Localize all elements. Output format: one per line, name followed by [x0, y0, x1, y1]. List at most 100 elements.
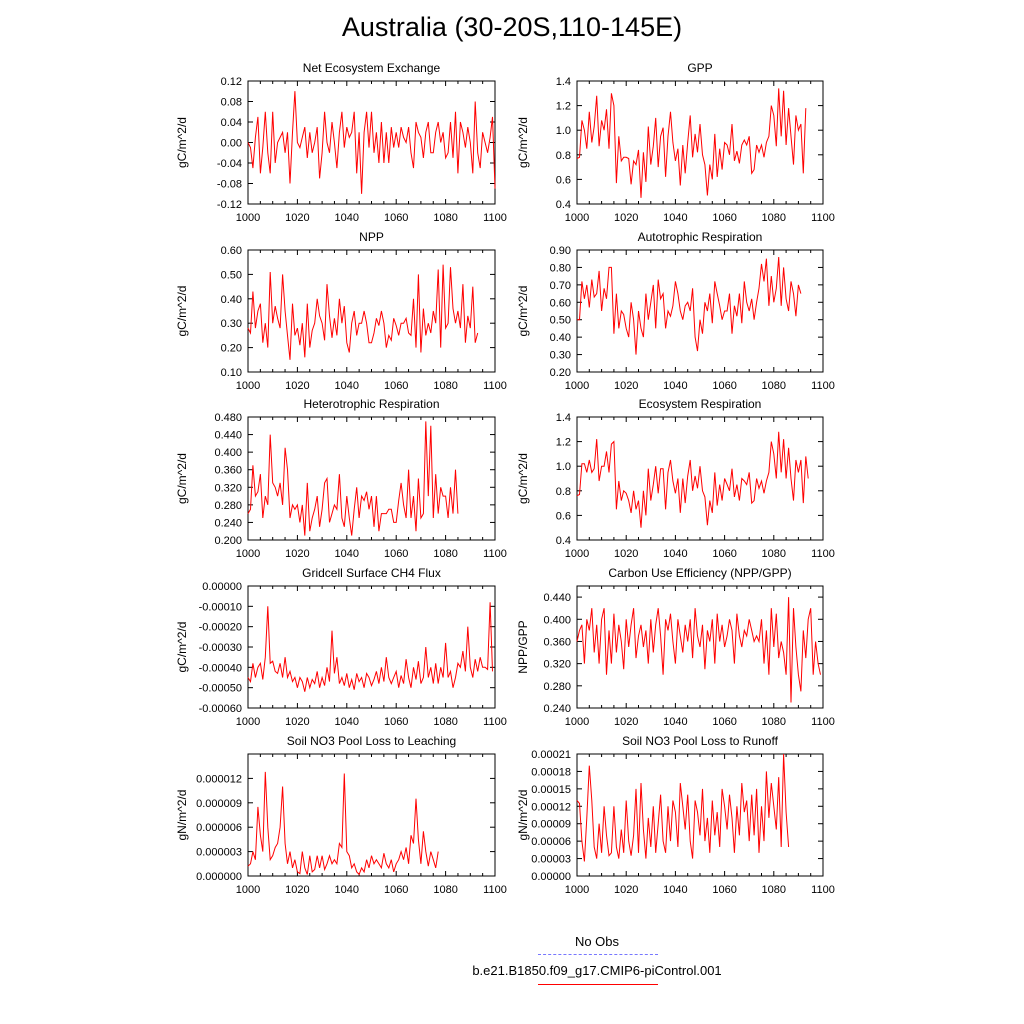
x-tick-label: 1100 [811, 212, 835, 224]
y-axis-label: gC/m^2/d [175, 453, 189, 504]
x-tick-label: 1020 [614, 212, 638, 224]
y-axis-label: gC/m^2/d [516, 286, 530, 337]
plot-frame [576, 249, 824, 373]
y-tick-label: 0.280 [214, 500, 242, 512]
x-tick-label: 1000 [236, 716, 260, 728]
y-tick-label: 0.00 [221, 138, 242, 150]
y-tick-label: 0.60 [221, 245, 242, 257]
y-tick-label: 0.000000 [196, 871, 242, 883]
x-tick-label: 1020 [614, 884, 638, 896]
series-line [576, 753, 790, 862]
y-tick-label: 0.400 [214, 447, 242, 459]
chart-title: Autotrophic Respiration [638, 230, 763, 244]
x-tick-label: 1100 [483, 380, 507, 392]
x-tick-label: 1020 [285, 884, 309, 896]
x-tick-label: 1060 [712, 212, 736, 224]
y-axis-label: gC/m^2/d [516, 453, 530, 504]
x-tick-label: 1080 [433, 716, 457, 728]
y-tick-label: -0.00010 [199, 601, 242, 613]
y-tick-label: -0.00040 [199, 662, 242, 674]
y-tick-label: 0.08 [221, 97, 242, 109]
y-tick-label: 0.40 [221, 294, 242, 306]
x-tick-label: 1080 [433, 380, 457, 392]
x-tick-label: 1080 [433, 548, 457, 560]
x-tick-label: 1040 [663, 716, 687, 728]
y-tick-label: 0.280 [543, 681, 571, 693]
legend-line-model [538, 984, 658, 985]
y-axis-label: gN/m^2/d [516, 790, 530, 841]
y-tick-label: 0.00015 [531, 784, 571, 796]
x-tick-label: 1100 [811, 548, 835, 560]
y-axis-label: NPP/GPP [516, 620, 530, 673]
y-tick-label: 0.70 [550, 280, 571, 292]
chart-title: Soil NO3 Pool Loss to Leaching [287, 734, 456, 748]
x-tick-label: 1040 [335, 212, 359, 224]
y-tick-label: 0.240 [214, 517, 242, 529]
y-tick-label: 0.8 [556, 150, 571, 162]
y-tick-label: 0.50 [550, 315, 571, 327]
series-line [576, 88, 807, 198]
y-tick-label: 1.2 [556, 101, 571, 113]
x-tick-label: 1080 [762, 212, 786, 224]
y-tick-label: 0.00006 [531, 836, 571, 848]
plot-frame [247, 80, 496, 205]
y-tick-label: 0.8 [556, 486, 571, 498]
y-tick-label: 0.440 [214, 430, 242, 442]
series-line [576, 597, 821, 703]
x-tick-label: 1080 [433, 884, 457, 896]
x-tick-label: 1000 [236, 212, 260, 224]
y-tick-label: 1.0 [556, 125, 571, 137]
x-tick-label: 1040 [335, 380, 359, 392]
y-tick-label: 0.50 [221, 269, 242, 281]
series-line [247, 602, 493, 692]
x-tick-label: 1060 [384, 716, 408, 728]
y-tick-label: 0.360 [214, 465, 242, 477]
x-tick-label: 1060 [712, 716, 736, 728]
x-tick-label: 1060 [712, 380, 736, 392]
x-tick-label: 1080 [762, 380, 786, 392]
x-tick-label: 1000 [236, 884, 260, 896]
y-tick-label: 0.12 [221, 76, 242, 88]
x-tick-label: 1020 [285, 548, 309, 560]
x-tick-label: 1040 [663, 380, 687, 392]
x-tick-label: 1000 [236, 380, 260, 392]
y-tick-label: 1.2 [556, 437, 571, 449]
x-tick-label: 1060 [384, 380, 408, 392]
legend-line-obs [538, 954, 658, 955]
x-tick-label: 1060 [712, 548, 736, 560]
y-tick-label: 0.360 [543, 636, 571, 648]
y-tick-label: 0.000006 [196, 822, 242, 834]
y-tick-label: -0.12 [217, 199, 242, 211]
chart-title: GPP [687, 61, 712, 75]
y-tick-label: 1.4 [556, 412, 571, 424]
x-tick-label: 1000 [565, 380, 589, 392]
x-tick-label: 1040 [335, 548, 359, 560]
series-line [247, 91, 496, 194]
x-tick-label: 1000 [236, 548, 260, 560]
y-tick-label: 0.00012 [531, 801, 571, 813]
chart-title: Heterotrophic Respiration [303, 397, 439, 411]
y-tick-label: 0.320 [214, 482, 242, 494]
series-line [247, 771, 439, 876]
x-tick-label: 1080 [762, 716, 786, 728]
y-tick-label: -0.00030 [199, 642, 242, 654]
x-tick-label: 1100 [811, 716, 835, 728]
y-tick-label: 0.6 [556, 174, 571, 186]
y-tick-label: 0.4 [556, 535, 571, 547]
x-tick-label: 1020 [285, 380, 309, 392]
y-tick-label: 0.20 [550, 367, 571, 379]
chart-title: Ecosystem Respiration [639, 397, 762, 411]
y-tick-label: 0.40 [550, 332, 571, 344]
x-tick-label: 1100 [483, 548, 507, 560]
x-tick-label: 1100 [811, 380, 835, 392]
y-tick-label: 0.000003 [196, 847, 242, 859]
series-line [577, 256, 802, 355]
chart-title: Carbon Use Efficiency (NPP/GPP) [608, 566, 791, 580]
x-tick-label: 1060 [384, 884, 408, 896]
chart-title: Net Ecosystem Exchange [303, 61, 441, 75]
y-axis-label: gN/m^2/d [175, 790, 189, 841]
x-tick-label: 1020 [614, 548, 638, 560]
y-tick-label: 0.30 [221, 318, 242, 330]
legend-label-obs: No Obs [574, 934, 620, 949]
